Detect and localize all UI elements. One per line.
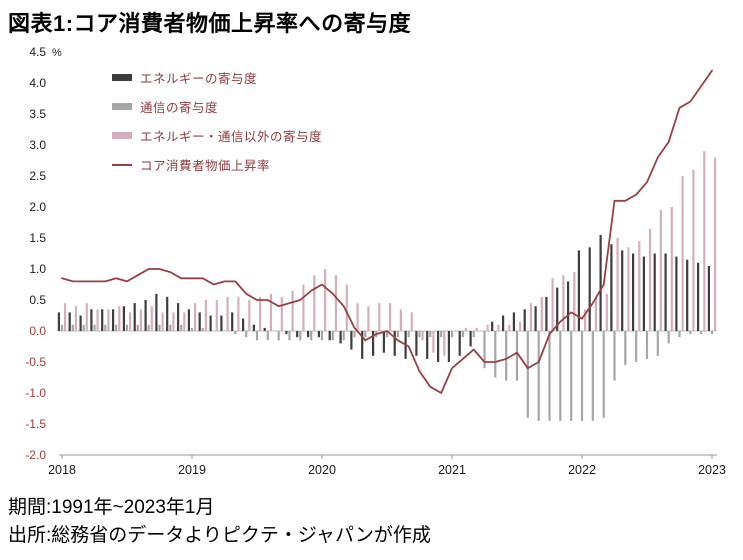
- svg-text:0.5: 0.5: [29, 293, 46, 307]
- svg-text:0.0: 0.0: [29, 324, 46, 338]
- svg-text:3.5: 3.5: [29, 107, 46, 121]
- svg-text:2019: 2019: [178, 463, 206, 477]
- x-axis-labels: 2018 2019 2020 2021 2022 2023: [48, 455, 726, 477]
- footer-period: 期間:1991年~2023年1月: [8, 497, 215, 518]
- legend-label-other: エネルギー・通信以外の寄与度: [140, 130, 323, 144]
- svg-text:2018: 2018: [48, 463, 76, 477]
- svg-text:4.0: 4.0: [29, 76, 46, 90]
- legend-item-other: エネルギー・通信以外の寄与度: [112, 126, 322, 145]
- svg-text:2021: 2021: [438, 463, 466, 477]
- legend-label-energy: エネルギーの寄与度: [140, 72, 258, 86]
- core-cpi-line-swatch: [112, 163, 132, 166]
- svg-text:2.0: 2.0: [29, 200, 46, 214]
- svg-text:1.5: 1.5: [29, 231, 46, 245]
- svg-text:-1.5: -1.5: [25, 417, 46, 431]
- telecom-bar-swatch: [112, 103, 132, 110]
- bars-series-0: [57, 234, 710, 362]
- legend-label-core-cpi: コア消費者物価上昇率: [140, 159, 271, 173]
- other-bar-swatch: [112, 132, 132, 139]
- bars-series-1: [60, 324, 714, 421]
- svg-text:1.0: 1.0: [29, 262, 46, 276]
- svg-text:-0.5: -0.5: [25, 355, 46, 369]
- energy-bar-swatch: [112, 74, 132, 81]
- svg-text:4.5: 4.5: [29, 45, 46, 59]
- chart-canvas: 4.5 4.0 3.5 3.0 2.5 2.0 1.5 1.0 0.5 0.0 -0.5 -1.0 -1…: [25, 45, 726, 477]
- legend-item-energy: エネルギーの寄与度: [112, 68, 322, 87]
- svg-text:2022: 2022: [568, 463, 596, 477]
- legend-label-telecom: 通信の寄与度: [140, 101, 219, 115]
- legend-item-core-cpi-line: コア消費者物価上昇率: [112, 155, 322, 174]
- svg-text:%: %: [52, 47, 62, 59]
- svg-text:3.0: 3.0: [29, 138, 46, 152]
- svg-text:-2.0: -2.0: [25, 448, 46, 462]
- svg-text:2020: 2020: [308, 463, 336, 477]
- svg-text:2023: 2023: [698, 463, 726, 477]
- footer-source: 出所:総務省のデータよりピクテ・ジャパンが作成: [8, 525, 431, 546]
- contribution-chart: 4.5 4.0 3.5 3.0 2.5 2.0 1.5 1.0 0.5 0.0 -0.5 -1.0 -1…: [0, 38, 743, 490]
- core-cpi-line: [61, 69, 713, 394]
- svg-text:-1.0: -1.0: [25, 386, 46, 400]
- axes: [59, 330, 717, 456]
- y-axis-labels: 4.5 4.0 3.5 3.0 2.5 2.0 1.5 1.0 0.5 0.0 -0.5 -1.0 -1…: [25, 45, 62, 462]
- svg-text:2.5: 2.5: [29, 169, 46, 183]
- chart-title: 図表1:コア消費者物価上昇率への寄与度: [8, 11, 412, 36]
- legend-item-telecom: 通信の寄与度: [112, 97, 322, 116]
- bars-series-2: [64, 151, 717, 356]
- chart-legend: エネルギーの寄与度 通信の寄与度 エネルギー・通信以外の寄与度 コア消費者物価上…: [112, 68, 322, 184]
